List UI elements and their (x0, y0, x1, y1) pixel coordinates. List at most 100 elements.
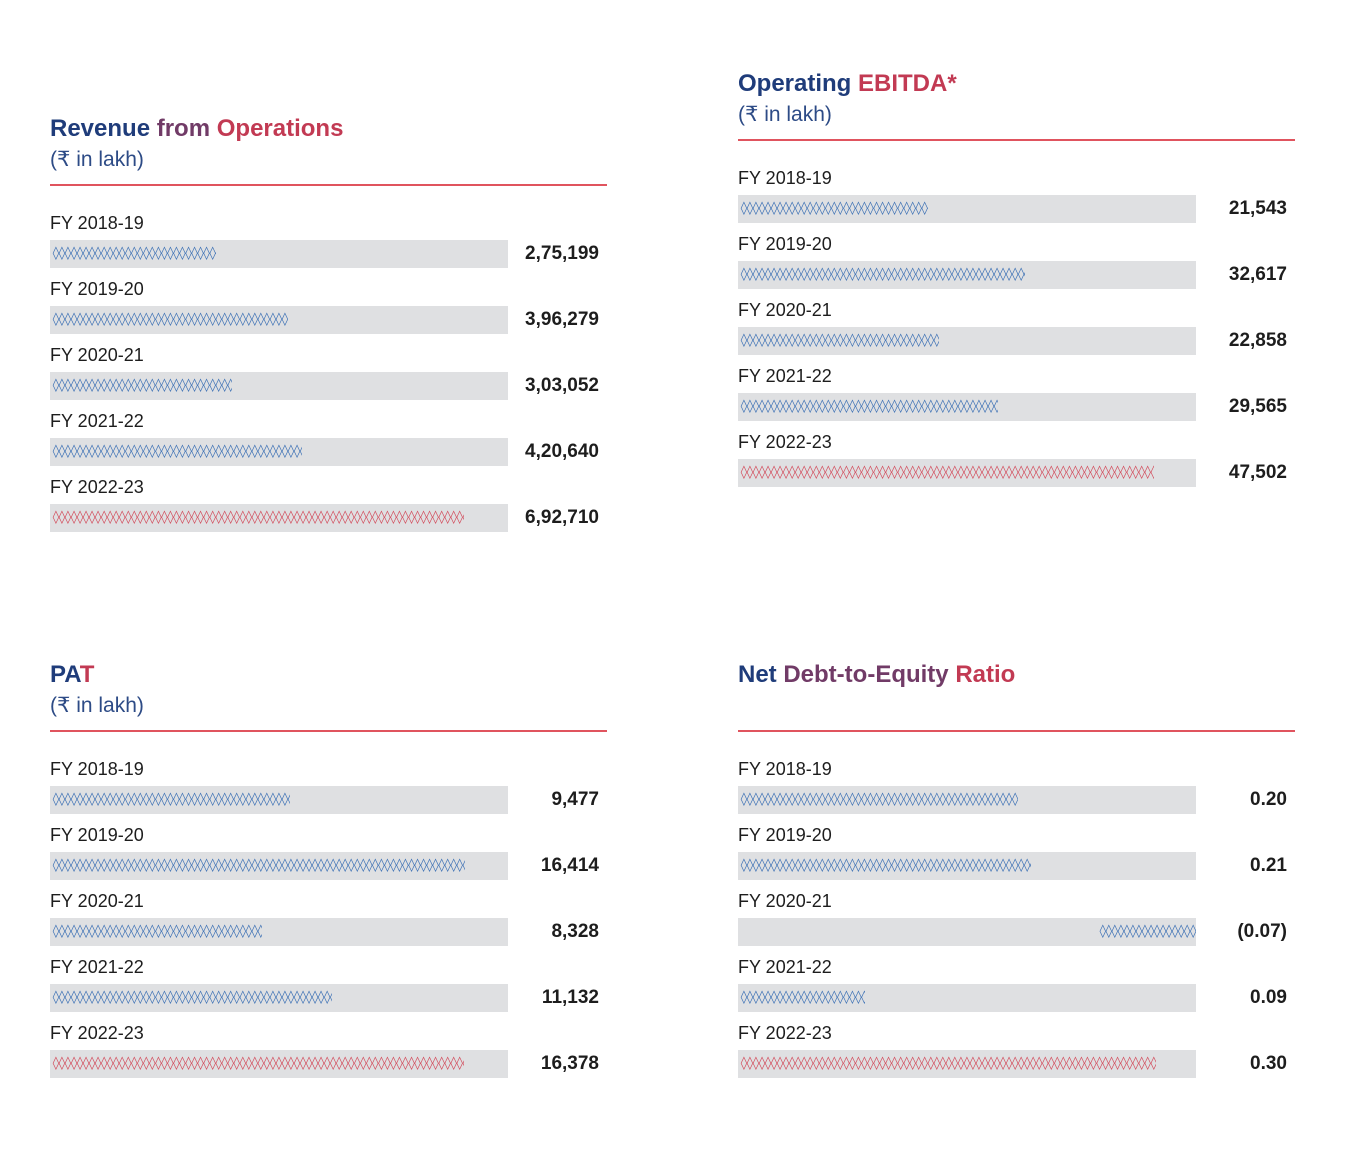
bar-rows: FY 2018-19 ◊◊◊◊◊◊◊◊◊◊◊◊◊◊◊◊◊◊◊◊◊◊◊◊◊◊◊◊◊◊… (50, 758, 607, 1088)
bar-marker: ◊◊◊◊◊◊◊◊◊◊◊◊◊◊◊◊◊◊◊◊◊◊◊◊◊◊◊◊◊◊◊◊◊◊◊◊ (740, 333, 940, 348)
bar-track: ◊◊◊◊◊◊◊◊◊◊◊◊◊◊◊◊◊◊◊◊◊◊◊◊◊◊◊◊◊◊◊◊◊◊◊◊◊ (50, 918, 508, 946)
bar-track: ◊◊◊◊◊◊◊◊◊◊◊◊◊◊◊◊◊◊◊◊◊◊◊◊◊◊◊◊◊◊◊◊◊◊◊◊◊◊◊◊… (50, 984, 508, 1012)
bar-marker: ◊◊◊◊◊◊◊◊◊◊◊◊◊◊◊◊◊◊◊◊◊◊◊◊◊◊◊◊◊◊◊◊◊◊◊◊◊◊◊◊… (52, 792, 291, 807)
bar-marker: ◊◊◊◊◊◊◊◊◊◊◊◊◊◊◊◊◊◊◊◊◊◊◊ (740, 990, 865, 1005)
debt-equity-chart: Net Debt-to-Equity Ratio FY 2018-19 ◊◊◊◊◊… (738, 660, 1295, 1088)
value-label: 21,543 (1228, 198, 1287, 219)
value-label: 0.21 (1250, 855, 1287, 876)
chart-title: Revenue from Operations (50, 114, 607, 144)
value-label: 16,414 (540, 855, 599, 876)
chart-subtitle (738, 692, 1295, 720)
bar-track: ◊◊◊◊◊◊◊◊◊◊◊◊◊◊◊◊◊◊◊◊◊◊◊◊◊◊◊◊◊◊◊◊◊◊◊◊ (738, 327, 1196, 355)
category-label: FY 2020-21 (738, 891, 832, 911)
category-label: FY 2019-20 (50, 279, 144, 299)
category-label: FY 2018-19 (50, 213, 144, 233)
value-label: 0.30 (1250, 1053, 1287, 1074)
category-label: FY 2021-22 (738, 957, 832, 977)
bar-marker: ◊◊◊◊◊◊◊◊◊◊◊◊◊◊◊◊◊◊◊ (1098, 924, 1196, 939)
chart-title-word: Net (738, 661, 777, 688)
bar-marker: ◊◊◊◊◊◊◊◊◊◊◊◊◊◊◊◊◊◊◊◊◊◊◊◊◊◊◊◊◊◊◊◊◊◊◊◊◊◊◊◊… (740, 792, 1018, 807)
title-divider (50, 730, 607, 732)
bar-track: ◊◊◊◊◊◊◊◊◊◊◊◊◊◊◊◊◊◊◊ (738, 918, 1196, 946)
bar-track: ◊◊◊◊◊◊◊◊◊◊◊◊◊◊◊◊◊◊◊◊◊◊◊ (738, 984, 1196, 1012)
bar-row: FY 2018-19 ◊◊◊◊◊◊◊◊◊◊◊◊◊◊◊◊◊◊◊◊◊◊◊◊◊◊◊◊◊◊… (50, 212, 607, 278)
bar-row: FY 2022-23 ◊◊◊◊◊◊◊◊◊◊◊◊◊◊◊◊◊◊◊◊◊◊◊◊◊◊◊◊◊◊… (738, 431, 1295, 497)
bar-row: FY 2021-22 ◊◊◊◊◊◊◊◊◊◊◊◊◊◊◊◊◊◊◊◊◊◊◊◊◊◊◊◊◊◊… (50, 956, 607, 1022)
category-label: FY 2022-23 (50, 1023, 144, 1043)
chart-title-word: from (156, 115, 211, 142)
value-label: 4,20,640 (525, 441, 599, 462)
revenue-chart: Revenue from Operations (₹ in lakh) FY 2… (50, 114, 607, 542)
bar-marker: ◊◊◊◊◊◊◊◊◊◊◊◊◊◊◊◊◊◊◊◊◊◊◊◊◊◊◊◊◊◊◊◊◊◊◊◊◊◊◊◊… (52, 312, 288, 327)
bar-track: ◊◊◊◊◊◊◊◊◊◊◊◊◊◊◊◊◊◊◊◊◊◊◊◊◊◊◊◊◊◊◊◊◊◊◊◊◊◊◊◊… (738, 1050, 1196, 1078)
bar-track: ◊◊◊◊◊◊◊◊◊◊◊◊◊◊◊◊◊◊◊◊◊◊◊◊◊◊◊◊◊◊◊◊◊◊◊◊◊◊◊◊… (50, 852, 508, 880)
category-label: FY 2021-22 (50, 411, 144, 431)
value-label: 0.20 (1250, 789, 1287, 810)
bar-rows: FY 2018-19 ◊◊◊◊◊◊◊◊◊◊◊◊◊◊◊◊◊◊◊◊◊◊◊◊◊◊◊◊◊◊… (50, 212, 607, 542)
bar-marker: ◊◊◊◊◊◊◊◊◊◊◊◊◊◊◊◊◊◊◊◊◊◊◊◊◊◊◊◊◊◊◊◊◊◊◊◊◊◊◊◊… (740, 465, 1155, 480)
chart-title-word: T (79, 661, 95, 688)
category-label: FY 2020-21 (50, 345, 144, 365)
bar-row: FY 2020-21 ◊◊◊◊◊◊◊◊◊◊◊◊◊◊◊◊◊◊◊ (0.07) (738, 890, 1295, 956)
bar-track: ◊◊◊◊◊◊◊◊◊◊◊◊◊◊◊◊◊◊◊◊◊◊◊◊◊◊◊◊◊◊◊◊◊◊◊◊◊◊◊◊… (50, 438, 508, 466)
bar-marker: ◊◊◊◊◊◊◊◊◊◊◊◊◊◊◊◊◊◊◊◊◊◊◊◊◊◊◊◊◊◊◊◊◊◊◊◊◊◊◊◊… (52, 990, 333, 1005)
chart-title: Net Debt-to-Equity Ratio (738, 660, 1295, 690)
pat-chart: PAT (₹ in lakh) FY 2018-19 ◊◊◊◊◊◊◊◊◊◊◊◊◊◊… (50, 660, 607, 1088)
chart-title-word: Ratio (955, 661, 1016, 688)
bar-row: FY 2022-23 ◊◊◊◊◊◊◊◊◊◊◊◊◊◊◊◊◊◊◊◊◊◊◊◊◊◊◊◊◊◊… (50, 1022, 607, 1088)
bar-track: ◊◊◊◊◊◊◊◊◊◊◊◊◊◊◊◊◊◊◊◊◊◊◊◊◊◊◊◊◊◊◊◊◊◊◊◊◊◊◊◊… (738, 261, 1196, 289)
title-divider (50, 184, 607, 186)
bar-row: FY 2020-21 ◊◊◊◊◊◊◊◊◊◊◊◊◊◊◊◊◊◊◊◊◊◊◊◊◊◊◊◊◊◊… (50, 344, 607, 410)
bar-row: FY 2018-19 ◊◊◊◊◊◊◊◊◊◊◊◊◊◊◊◊◊◊◊◊◊◊◊◊◊◊◊◊◊◊… (738, 758, 1295, 824)
chart-subtitle: (₹ in lakh) (738, 103, 832, 126)
value-label: 47,502 (1228, 462, 1287, 483)
category-label: FY 2019-20 (738, 234, 832, 254)
bar-track: ◊◊◊◊◊◊◊◊◊◊◊◊◊◊◊◊◊◊◊◊◊◊◊◊◊◊◊◊◊◊◊◊◊◊◊◊◊◊◊◊… (738, 459, 1196, 487)
bar-rows: FY 2018-19 ◊◊◊◊◊◊◊◊◊◊◊◊◊◊◊◊◊◊◊◊◊◊◊◊◊◊◊◊◊◊… (738, 758, 1295, 1088)
value-label: (0.07) (1237, 921, 1287, 942)
title-divider (738, 139, 1295, 141)
bar-marker: ◊◊◊◊◊◊◊◊◊◊◊◊◊◊◊◊◊◊◊◊◊◊◊◊◊◊◊◊◊◊◊◊◊◊◊◊◊◊◊◊… (52, 444, 303, 459)
bar-marker: ◊◊◊◊◊◊◊◊◊◊◊◊◊◊◊◊◊◊◊◊◊◊◊◊◊◊◊◊◊◊◊◊◊◊◊◊◊◊◊◊… (52, 858, 466, 873)
bar-track: ◊◊◊◊◊◊◊◊◊◊◊◊◊◊◊◊◊◊◊◊◊◊◊◊◊◊◊◊◊◊◊◊◊◊◊◊◊◊◊◊… (50, 786, 508, 814)
bar-row: FY 2022-23 ◊◊◊◊◊◊◊◊◊◊◊◊◊◊◊◊◊◊◊◊◊◊◊◊◊◊◊◊◊◊… (738, 1022, 1295, 1088)
bar-track: ◊◊◊◊◊◊◊◊◊◊◊◊◊◊◊◊◊◊◊◊◊◊◊◊◊◊◊◊◊◊◊◊◊◊◊◊◊◊◊◊… (738, 852, 1196, 880)
chart-subtitle: (₹ in lakh) (50, 694, 144, 717)
category-label: FY 2021-22 (50, 957, 144, 977)
category-label: FY 2022-23 (738, 1023, 832, 1043)
bar-row: FY 2020-21 ◊◊◊◊◊◊◊◊◊◊◊◊◊◊◊◊◊◊◊◊◊◊◊◊◊◊◊◊◊◊… (738, 299, 1295, 365)
title-divider (738, 730, 1295, 732)
bar-track: ◊◊◊◊◊◊◊◊◊◊◊◊◊◊◊◊◊◊◊◊◊◊◊◊◊◊◊◊◊◊◊◊◊◊◊◊◊◊◊◊… (738, 393, 1196, 421)
category-label: FY 2018-19 (738, 759, 832, 779)
bar-row: FY 2019-20 ◊◊◊◊◊◊◊◊◊◊◊◊◊◊◊◊◊◊◊◊◊◊◊◊◊◊◊◊◊◊… (738, 824, 1295, 890)
bar-marker: ◊◊◊◊◊◊◊◊◊◊◊◊◊◊◊◊◊◊◊◊◊◊◊◊◊◊◊◊◊◊◊◊◊◊ (740, 201, 928, 216)
chart-title-word: PA (50, 661, 80, 688)
value-label: 16,378 (540, 1053, 599, 1074)
category-label: FY 2019-20 (50, 825, 144, 845)
category-label: FY 2018-19 (738, 168, 832, 188)
ebitda-chart: Operating EBITDA* (₹ in lakh) FY 2018-19… (738, 69, 1295, 497)
bar-marker: ◊◊◊◊◊◊◊◊◊◊◊◊◊◊◊◊◊◊◊◊◊◊◊◊◊◊◊◊◊◊◊◊◊◊◊◊◊◊◊◊… (740, 1056, 1157, 1071)
bar-row: FY 2018-19 ◊◊◊◊◊◊◊◊◊◊◊◊◊◊◊◊◊◊◊◊◊◊◊◊◊◊◊◊◊◊… (738, 167, 1295, 233)
bar-marker: ◊◊◊◊◊◊◊◊◊◊◊◊◊◊◊◊◊◊◊◊◊◊◊◊◊◊◊◊◊◊◊◊◊◊◊◊◊◊◊◊… (52, 1056, 465, 1071)
chart-subtitle: (₹ in lakh) (50, 148, 144, 171)
chart-title-word: Operating (738, 70, 852, 97)
bar-row: FY 2019-20 ◊◊◊◊◊◊◊◊◊◊◊◊◊◊◊◊◊◊◊◊◊◊◊◊◊◊◊◊◊◊… (738, 233, 1295, 299)
value-label: 11,132 (541, 987, 599, 1008)
bar-row: FY 2021-22 ◊◊◊◊◊◊◊◊◊◊◊◊◊◊◊◊◊◊◊◊◊◊◊◊◊◊◊◊◊◊… (738, 365, 1295, 431)
bar-marker: ◊◊◊◊◊◊◊◊◊◊◊◊◊◊◊◊◊◊◊◊◊◊◊◊◊◊◊◊◊◊◊◊◊◊◊◊◊ (52, 924, 262, 939)
value-label: 0.09 (1250, 987, 1287, 1008)
category-label: FY 2022-23 (50, 477, 144, 497)
value-label: 2,75,199 (525, 243, 599, 264)
bar-marker: ◊◊◊◊◊◊◊◊◊◊◊◊◊◊◊◊◊◊◊◊◊◊◊◊◊◊◊◊◊◊◊◊◊◊◊◊◊◊◊◊… (52, 510, 465, 525)
bar-rows: FY 2018-19 ◊◊◊◊◊◊◊◊◊◊◊◊◊◊◊◊◊◊◊◊◊◊◊◊◊◊◊◊◊◊… (738, 167, 1295, 497)
category-label: FY 2021-22 (738, 366, 832, 386)
category-label: FY 2020-21 (738, 300, 832, 320)
value-label: 8,328 (551, 921, 599, 942)
value-label: 9,477 (551, 789, 599, 810)
bar-track: ◊◊◊◊◊◊◊◊◊◊◊◊◊◊◊◊◊◊◊◊◊◊◊◊◊◊◊◊◊◊◊◊◊◊ (738, 195, 1196, 223)
value-label: 3,96,279 (525, 309, 599, 330)
bar-row: FY 2021-22 ◊◊◊◊◊◊◊◊◊◊◊◊◊◊◊◊◊◊◊◊◊◊◊ 0.09 (738, 956, 1295, 1022)
bar-track: ◊◊◊◊◊◊◊◊◊◊◊◊◊◊◊◊◊◊◊◊◊◊◊◊◊◊◊◊◊◊◊◊◊◊◊◊◊◊◊◊… (738, 786, 1196, 814)
chart-title-word: Revenue (50, 115, 151, 142)
